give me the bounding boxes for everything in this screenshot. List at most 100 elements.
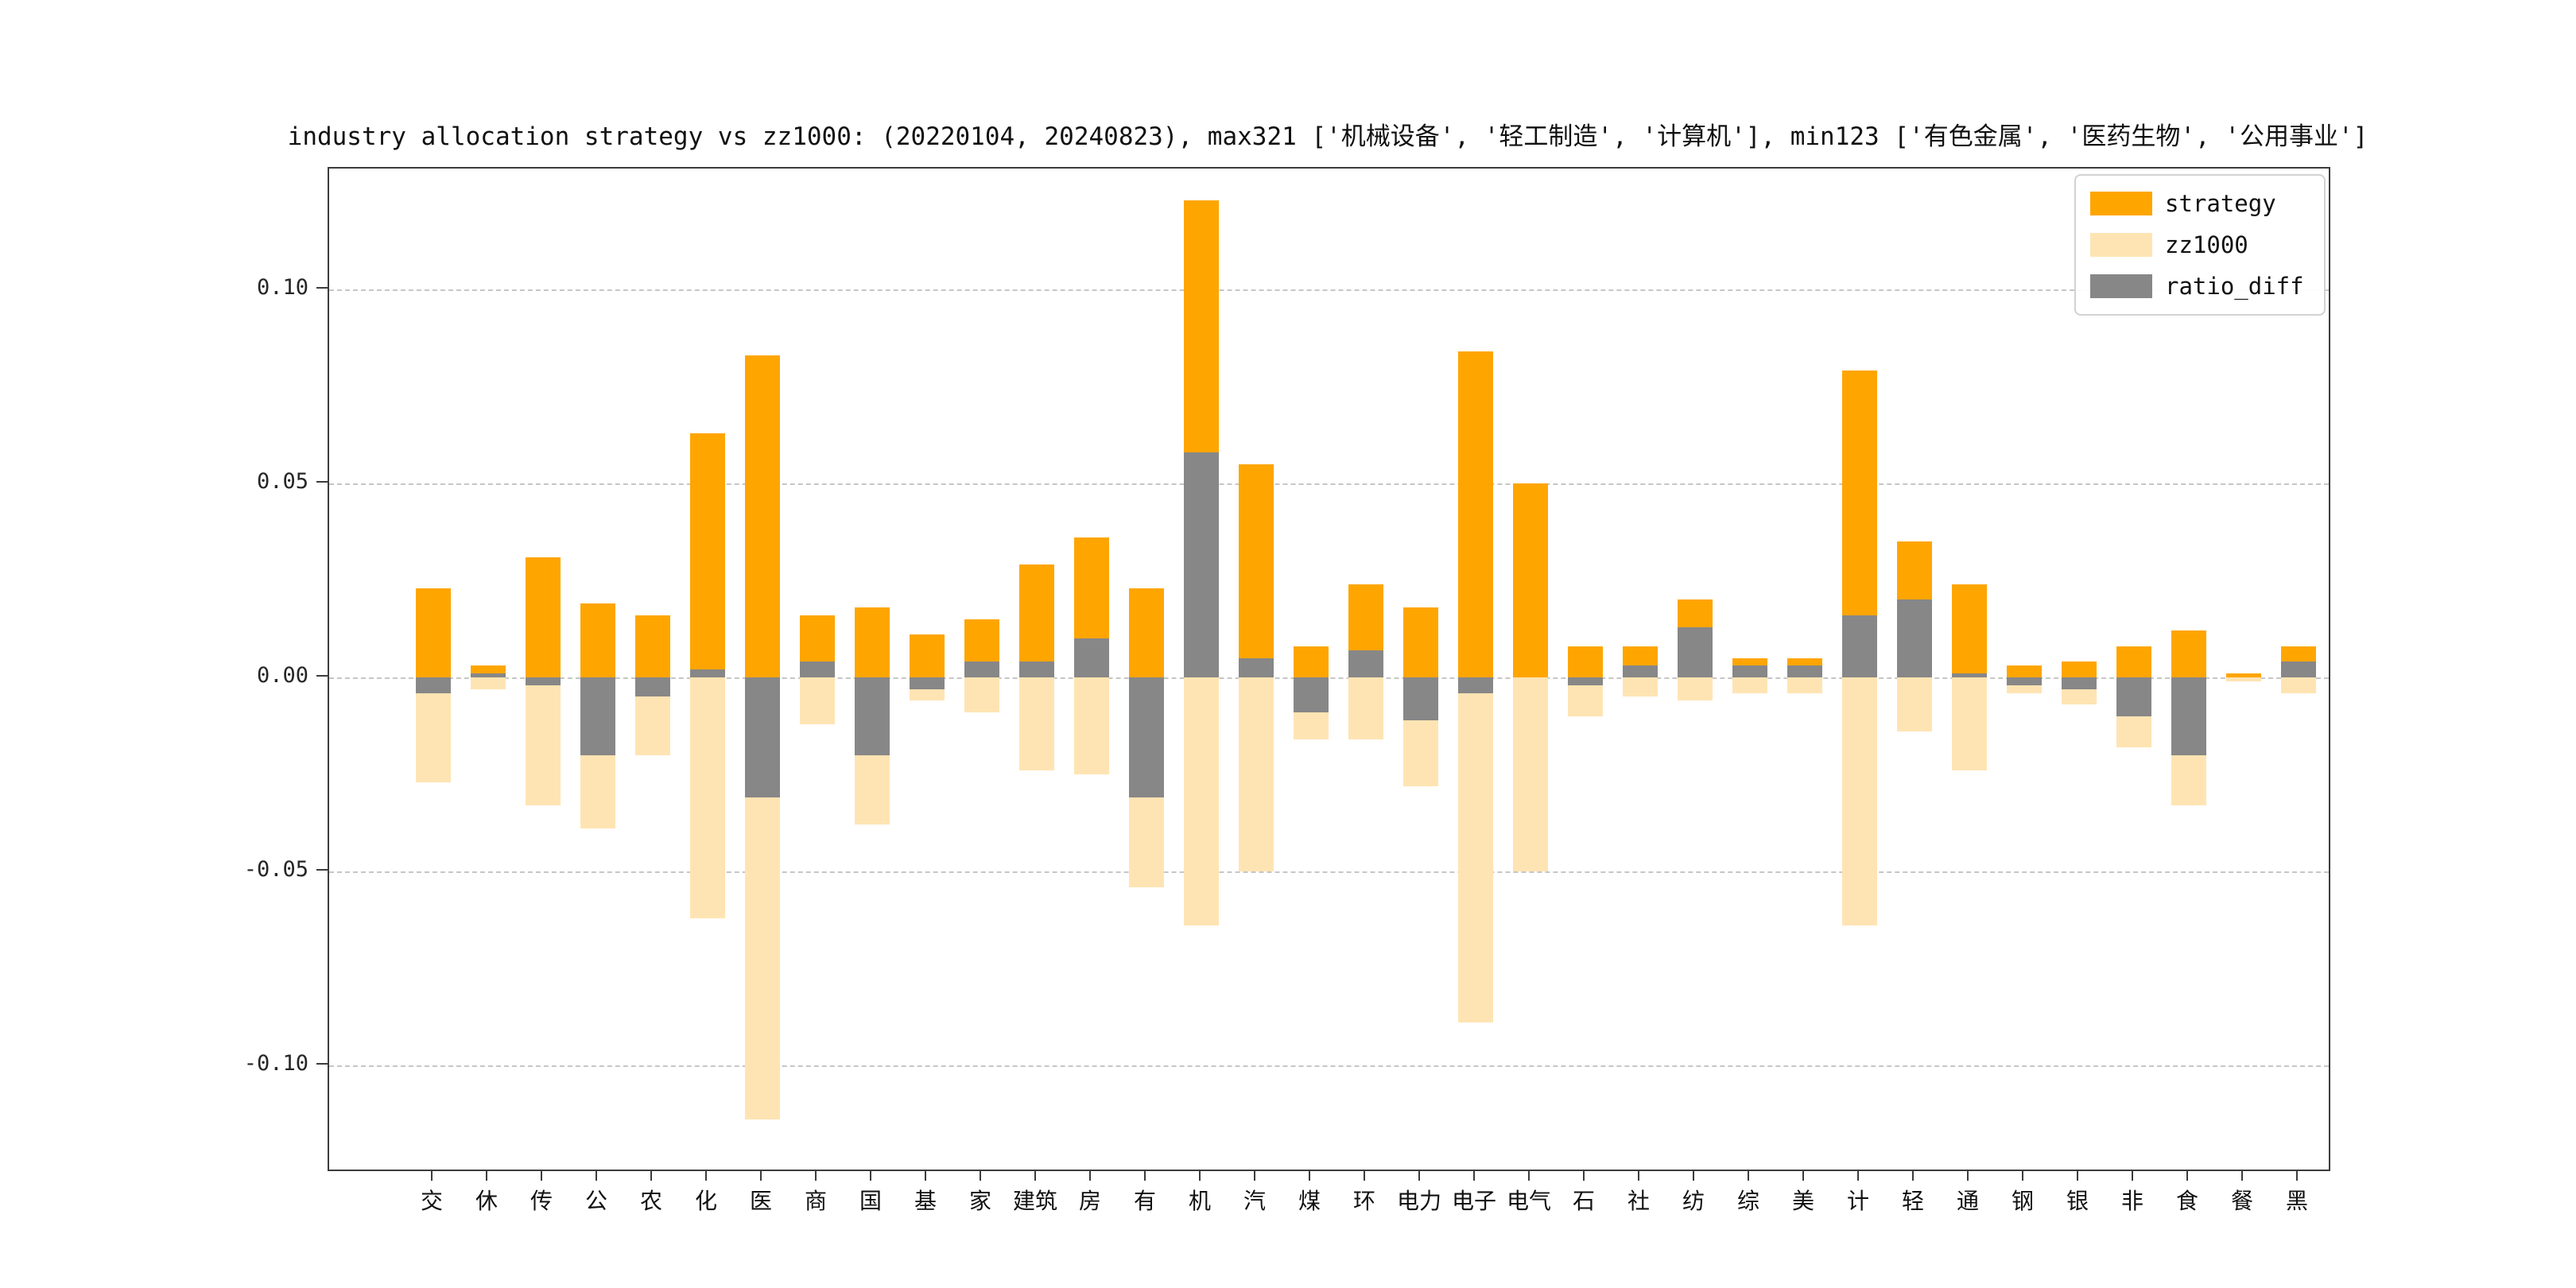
x-tick-mark [2296, 1171, 2298, 1181]
x-tick-mark [2077, 1171, 2078, 1181]
bar-ratio_diff [526, 677, 561, 685]
x-tick-mark [1528, 1171, 1530, 1181]
bar-strategy [2007, 665, 2042, 677]
bar-zz1000 [1184, 677, 1219, 926]
y-tick-label: -0.05 [243, 857, 308, 882]
x-tick-mark [2022, 1171, 2023, 1181]
x-tick-label: 黑 [2285, 1188, 2308, 1214]
bar-zz1000 [1019, 677, 1054, 771]
x-tick-label: 房 [1078, 1188, 1101, 1214]
x-tick-mark [2186, 1171, 2188, 1181]
bar-strategy [1129, 588, 1164, 677]
legend-swatch-strategy [2090, 192, 2152, 215]
x-tick-label: 农 [639, 1188, 662, 1214]
x-tick-mark [1802, 1171, 1804, 1181]
x-tick-label: 交 [420, 1188, 443, 1214]
x-tick-mark [1309, 1171, 1310, 1181]
x-tick-mark [870, 1171, 871, 1181]
x-tick-mark [1583, 1171, 1585, 1181]
bar-zz1000 [1623, 677, 1658, 697]
x-tick-mark [1857, 1171, 1859, 1181]
bar-ratio_diff [471, 673, 506, 677]
x-tick-mark [980, 1171, 981, 1181]
x-tick-label: 商 [804, 1188, 827, 1214]
bar-ratio_diff [1732, 665, 1767, 677]
x-tick-mark [1364, 1171, 1365, 1181]
bar-ratio_diff [416, 677, 451, 693]
x-tick-label: 综 [1736, 1188, 1759, 1214]
bar-ratio_diff [1842, 615, 1877, 677]
x-tick-mark [650, 1171, 652, 1181]
x-tick-label: 有 [1133, 1188, 1156, 1214]
bar-zz1000 [1239, 677, 1274, 871]
x-tick-mark [1034, 1171, 1036, 1181]
x-tick-mark [760, 1171, 762, 1181]
bar-ratio_diff [1184, 452, 1219, 677]
x-tick-label: 石 [1572, 1188, 1595, 1214]
bar-strategy [2116, 646, 2151, 677]
x-tick-mark [1912, 1171, 1914, 1181]
y-tick-mark [316, 1063, 328, 1065]
x-tick-label: 社 [1627, 1188, 1650, 1214]
x-tick-mark [431, 1171, 433, 1181]
x-tick-label: 环 [1352, 1188, 1375, 1214]
bar-ratio_diff [1294, 677, 1329, 712]
bar-strategy [1458, 351, 1493, 677]
x-tick-mark [2241, 1171, 2243, 1181]
x-tick-label: 机 [1188, 1188, 1211, 1214]
x-tick-label: 传 [530, 1188, 553, 1214]
bar-strategy [1239, 464, 1274, 677]
x-tick-label: 建筑 [1012, 1188, 1057, 1214]
bar-strategy [745, 355, 780, 677]
x-tick-mark [1254, 1171, 1255, 1181]
bar-zz1000 [471, 677, 506, 689]
bar-zz1000 [800, 677, 835, 724]
x-tick-label: 休 [475, 1188, 498, 1214]
legend-item-ratio_diff: ratio_diff [2090, 270, 2310, 303]
bar-ratio_diff [745, 677, 780, 798]
gridline [329, 677, 2329, 679]
bar-zz1000 [2226, 677, 2261, 681]
y-tick-mark [316, 869, 328, 871]
y-tick-mark [316, 287, 328, 289]
x-tick-mark [1638, 1171, 1639, 1181]
bar-ratio_diff [855, 677, 890, 755]
x-tick-label: 钢 [2011, 1188, 2034, 1214]
x-tick-mark [815, 1171, 817, 1181]
bar-strategy [910, 634, 945, 677]
plot-area [328, 167, 2330, 1171]
bar-zz1000 [1732, 677, 1767, 693]
bar-ratio_diff [1348, 650, 1383, 677]
y-tick-label: 0.05 [256, 469, 308, 494]
legend-label-ratio_diff: ratio_diff [2165, 273, 2304, 300]
x-tick-label: 电力 [1396, 1188, 1441, 1214]
bar-zz1000 [1513, 677, 1548, 871]
bar-ratio_diff [1897, 599, 1932, 677]
x-tick-label: 美 [1791, 1188, 1814, 1214]
bar-ratio_diff [580, 677, 615, 755]
x-tick-mark [1089, 1171, 1091, 1181]
x-tick-label: 食 [2175, 1188, 2198, 1214]
legend: strategy zz1000 ratio_diff [2074, 174, 2326, 316]
bar-strategy [526, 557, 561, 677]
x-tick-label: 化 [694, 1188, 717, 1214]
bar-strategy [1294, 646, 1329, 677]
bar-zz1000 [1842, 677, 1877, 926]
bar-zz1000 [964, 677, 999, 712]
x-tick-mark [541, 1171, 542, 1181]
bar-ratio_diff [2062, 677, 2097, 689]
bar-strategy [416, 588, 451, 677]
bar-ratio_diff [1678, 627, 1713, 677]
y-tick-label: 0.00 [256, 663, 308, 688]
bar-zz1000 [1348, 677, 1383, 740]
bar-ratio_diff [690, 669, 725, 677]
bar-strategy [1568, 646, 1603, 677]
bar-ratio_diff [1239, 658, 1274, 677]
bar-ratio_diff [1074, 638, 1109, 677]
chart-title: industry allocation strategy vs zz1000: … [287, 122, 2368, 151]
bar-zz1000 [1074, 677, 1109, 774]
y-tick-mark [316, 481, 328, 483]
x-tick-label: 煤 [1298, 1188, 1321, 1214]
bar-ratio_diff [1019, 661, 1054, 677]
bar-ratio_diff [964, 661, 999, 677]
